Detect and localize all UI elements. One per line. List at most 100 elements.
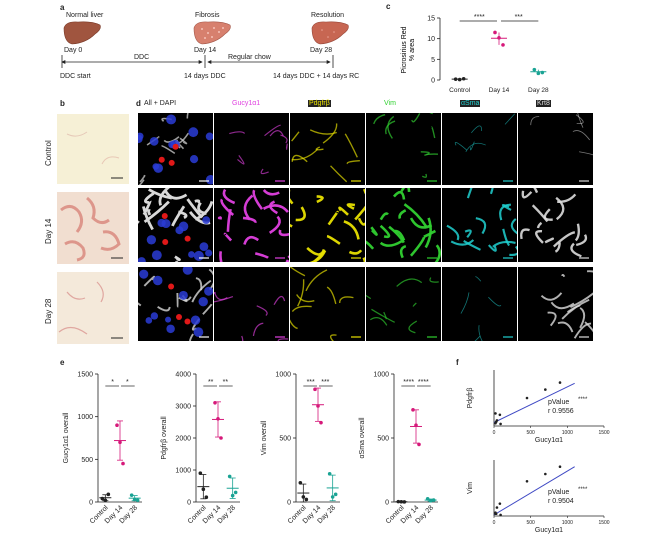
d-fiber [142, 200, 152, 216]
d-fiber [142, 206, 154, 231]
d-fiber [387, 115, 395, 139]
d-fiber [178, 210, 188, 220]
d-fiber [296, 294, 315, 303]
d-nucleus [190, 315, 201, 325]
d-fiber [348, 249, 363, 255]
e-data-point [103, 498, 108, 503]
d-nucleus [193, 327, 204, 337]
f-xlabel: Gucy1α1 [535, 437, 563, 444]
d-fiber [466, 188, 473, 199]
e-data-point [213, 401, 217, 405]
d-fiber [471, 125, 482, 134]
d-fiber [557, 193, 577, 203]
d-channel-header: All + DAPI [144, 100, 177, 107]
e-sig-label: ** [208, 379, 214, 386]
panel-c-letter: c [386, 2, 391, 11]
d-fiber [572, 130, 591, 141]
d-fiber [264, 124, 281, 137]
e-ylabel: Vim overall [261, 420, 268, 455]
d-fiber [552, 231, 576, 248]
d-nucleus [166, 324, 175, 334]
d-fiber [338, 296, 354, 304]
d-fiber [530, 116, 540, 126]
f-xlabel: Gucy1α1 [535, 527, 563, 534]
picrosirius-chart: Picrosirius Red % area 0 5 10 15 Control Day … [401, 14, 549, 94]
d-fiber [536, 221, 543, 229]
b-image-day28 [57, 272, 129, 344]
d-nucleus [204, 286, 213, 296]
d-nucleus [205, 132, 213, 141]
e-data-point [216, 417, 220, 421]
d-fiber [329, 334, 337, 341]
d-fiber [163, 189, 188, 200]
f-data-point [498, 413, 502, 417]
e-data-point [115, 423, 119, 427]
e-ytick-label: 1000 [77, 414, 93, 421]
d-fiber [174, 255, 181, 262]
d-fiber [269, 130, 284, 137]
d-fiber [290, 223, 293, 228]
e-data-point [135, 498, 140, 503]
b-row-control: Control [44, 140, 53, 166]
c-ytick-label: 10 [427, 36, 435, 43]
d-fiber [346, 159, 360, 165]
f-fit-line [493, 382, 575, 423]
d-fiber [429, 113, 433, 115]
d-fiber [273, 295, 286, 306]
c-sig-1: **** [474, 14, 485, 21]
d-fiber [237, 155, 245, 165]
d-nucleus [145, 317, 153, 324]
timepoint-3-title: Resolution [311, 12, 345, 19]
d-fiber [179, 137, 188, 145]
d-nucleus [189, 154, 199, 164]
d-fiber [409, 236, 426, 257]
e-data-point [431, 498, 436, 502]
d-fiber [460, 292, 470, 314]
d-fiber [465, 142, 486, 152]
d-image-tile [290, 188, 365, 262]
d-fiber [291, 131, 300, 142]
d-image-tile [214, 113, 289, 185]
d-image-tile [442, 188, 517, 262]
d-fiber [326, 234, 341, 245]
d-fiber [241, 335, 244, 341]
e-chart-1: Pdgfrβ overall01000200030004000ControlDa… [161, 372, 240, 525]
d-red-cell [162, 239, 169, 246]
e-ytick-label: 1500 [77, 372, 93, 379]
f-chart-0: Pdgfrβ 0 500 1000 1500 Gucy1α1 pValue **** r 0.… [467, 370, 610, 444]
f-xtick-label: 1500 [598, 520, 609, 526]
d-fiber [396, 278, 423, 287]
d-fiber [369, 317, 388, 326]
d-image-tile [366, 113, 441, 185]
e-data-point [414, 423, 418, 427]
d-nucleus [150, 312, 159, 320]
f-data-point [544, 472, 547, 476]
f-data-point [498, 502, 502, 505]
d-fiber [194, 199, 201, 204]
c-xtick-label: Day 28 [528, 87, 549, 94]
e-data-point [230, 493, 235, 498]
f-data-point [499, 422, 502, 426]
d-fiber [316, 195, 324, 204]
d-fiber [385, 120, 396, 135]
d-fiber [544, 237, 555, 244]
d-fiber [409, 217, 433, 229]
d-fiber [510, 218, 517, 235]
d-fiber [208, 268, 213, 291]
e-data-point [327, 472, 332, 476]
f-ylabel: Pdgfrβ [467, 388, 474, 409]
e-ylabel: Pdgfrβ overall [161, 416, 168, 460]
d-fiber [262, 189, 280, 196]
d-image-tile [138, 267, 213, 341]
d-nucleus [193, 250, 204, 261]
d-fiber [464, 229, 472, 238]
d-nucleus [138, 134, 143, 144]
d-fiber [509, 245, 517, 256]
e-data-point [227, 474, 232, 479]
ddc-arrow-label: DDC [134, 54, 150, 61]
d-fiber [392, 190, 406, 200]
timeline-arrows [61, 55, 334, 68]
ddc-start-label: DDC start [60, 73, 91, 80]
